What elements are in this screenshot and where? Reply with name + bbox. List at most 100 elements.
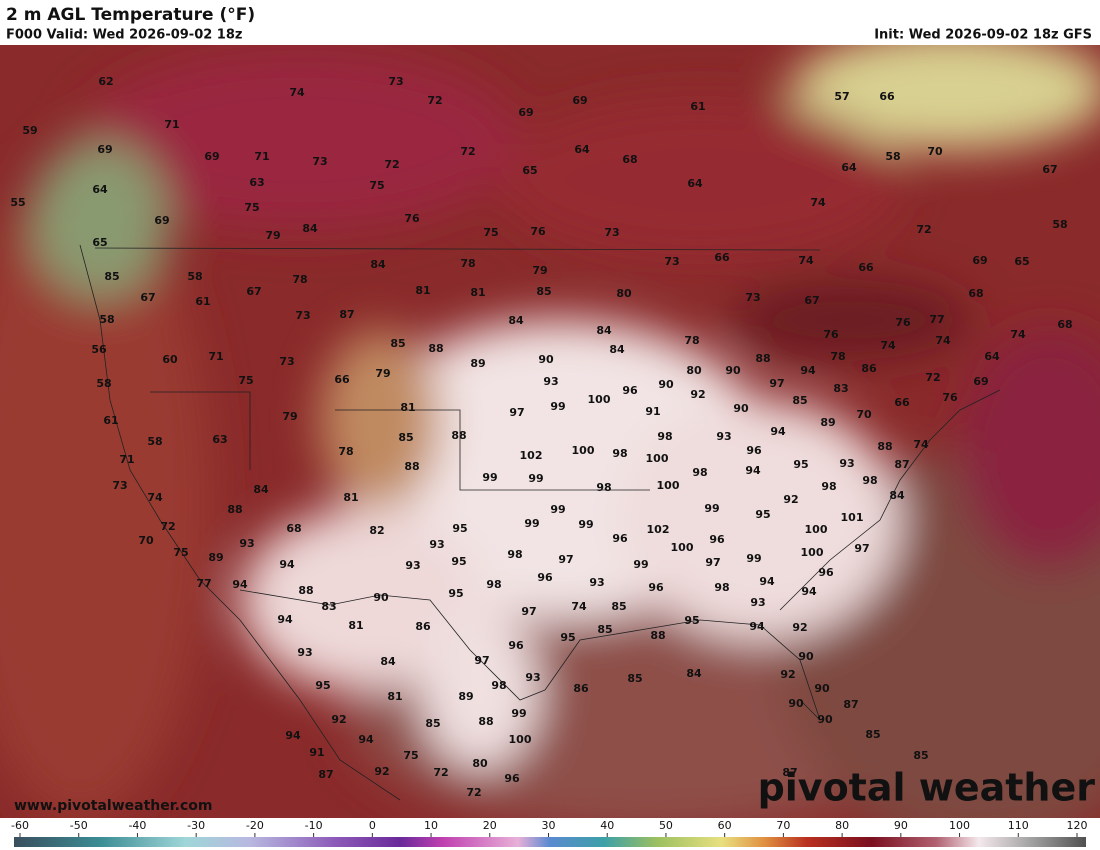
temperature-label: 62 xyxy=(98,75,113,88)
temperature-label: 69 xyxy=(572,94,587,107)
temperature-label: 88 xyxy=(298,584,313,597)
colorbar-tick-label: 0 xyxy=(369,819,376,832)
temperature-label: 72 xyxy=(427,94,442,107)
temperature-label: 68 xyxy=(286,522,301,535)
border-line xyxy=(94,247,821,701)
temperature-label: 96 xyxy=(612,532,628,545)
temperature-label: 78 xyxy=(830,350,845,363)
temperature-label: 63 xyxy=(249,176,264,189)
temperature-label: 92 xyxy=(331,713,346,726)
temperature-label: 70 xyxy=(927,145,943,158)
temperature-label: 73 xyxy=(745,291,760,304)
temperature-label: 66 xyxy=(334,373,350,386)
temperature-label: 74 xyxy=(571,600,587,613)
temperature-label: 93 xyxy=(839,457,854,470)
temperature-label: 57 xyxy=(834,90,849,103)
temperature-label: 95 xyxy=(755,508,770,521)
temperature-label: 84 xyxy=(508,314,524,327)
temperature-label: 99 xyxy=(550,400,565,413)
temperature-label: 66 xyxy=(858,261,874,274)
temperature-label: 90 xyxy=(373,591,389,604)
temperature-label: 88 xyxy=(451,429,466,442)
temperature-label: 97 xyxy=(769,377,784,390)
temperature-label: 96 xyxy=(709,533,725,546)
temperature-label: 97 xyxy=(705,556,720,569)
temperature-label: 99 xyxy=(746,552,761,565)
temperature-label: 77 xyxy=(929,313,944,326)
temperature-label: 64 xyxy=(574,143,590,156)
temperature-label: 73 xyxy=(604,226,619,239)
temperature-label: 100 xyxy=(657,479,680,492)
temperature-label: 89 xyxy=(458,690,473,703)
website: www.pivotalweather.com xyxy=(14,798,213,814)
temperature-label: 84 xyxy=(686,667,702,680)
colorbar-tick-label: 90 xyxy=(894,819,908,832)
colorbar-tick-label: 40 xyxy=(600,819,614,832)
temperature-label: 90 xyxy=(798,650,814,663)
coastline xyxy=(79,244,1001,801)
temperature-label: 73 xyxy=(112,479,127,492)
init-time: Init: Wed 2026-09-02 18z GFS xyxy=(874,28,1092,43)
temperature-label: 84 xyxy=(253,483,269,496)
temperature-label: 86 xyxy=(415,620,431,633)
temperature-label: 75 xyxy=(238,374,253,387)
temperature-label: 92 xyxy=(780,668,795,681)
temperature-label: 67 xyxy=(804,294,819,307)
temperature-label: 72 xyxy=(433,766,448,779)
temperature-label: 74 xyxy=(810,196,826,209)
temperature-label: 72 xyxy=(925,371,940,384)
temperature-label: 94 xyxy=(759,575,775,588)
colorbar-tick-label: 70 xyxy=(776,819,790,832)
temperature-label: 80 xyxy=(616,287,632,300)
temperature-label: 64 xyxy=(841,161,857,174)
colorbar-tick-label: 100 xyxy=(949,819,970,832)
temperature-label: 90 xyxy=(733,402,749,415)
temperature-label: 76 xyxy=(895,316,911,329)
temperature-label: 84 xyxy=(370,258,386,271)
temperature-label: 73 xyxy=(312,155,327,168)
temperature-label: 81 xyxy=(415,284,430,297)
temperature-label: 81 xyxy=(343,491,358,504)
temperature-label: 71 xyxy=(254,150,269,163)
temperature-label: 88 xyxy=(404,460,419,473)
temperature-label: 93 xyxy=(543,375,558,388)
temperature-label: 85 xyxy=(425,717,440,730)
temperature-label: 84 xyxy=(380,655,396,668)
temperature-label: 82 xyxy=(369,524,384,537)
temperature-label: 67 xyxy=(140,291,155,304)
temperature-label: 73 xyxy=(279,355,294,368)
temperature-label: 70 xyxy=(138,534,154,547)
temperature-label: 91 xyxy=(309,746,324,759)
temperature-label: 92 xyxy=(690,388,705,401)
colorbar-tick-label: 50 xyxy=(659,819,673,832)
temperature-label: 102 xyxy=(647,523,670,536)
temperature-label: 92 xyxy=(792,621,807,634)
temperature-label: 99 xyxy=(524,517,539,530)
temperature-label: 84 xyxy=(596,324,612,337)
temperature-label: 99 xyxy=(633,558,648,571)
temperature-label: 74 xyxy=(798,254,814,267)
temperature-label: 69 xyxy=(97,143,112,156)
valid-time: F000 Valid: Wed 2026-09-02 18z xyxy=(6,28,242,43)
temperature-label: 78 xyxy=(460,257,475,270)
temperature-label: 85 xyxy=(398,431,413,444)
temperature-label: 76 xyxy=(942,391,958,404)
temperature-label: 64 xyxy=(984,350,1000,363)
temperature-label: 78 xyxy=(292,273,307,286)
temperature-label: 100 xyxy=(509,733,532,746)
temperature-label: 85 xyxy=(597,623,612,636)
temperature-label: 100 xyxy=(671,541,694,554)
colorbar-tick-label: 10 xyxy=(424,819,438,832)
temperature-label: 98 xyxy=(821,480,836,493)
temperature-label: 81 xyxy=(348,619,363,632)
temperature-label: 71 xyxy=(119,453,134,466)
temperature-label: 88 xyxy=(755,352,770,365)
temperature-label: 85 xyxy=(792,394,807,407)
temperature-label: 85 xyxy=(627,672,642,685)
temperature-label: 92 xyxy=(783,493,798,506)
temperature-label: 79 xyxy=(282,410,297,423)
temperature-label: 81 xyxy=(470,286,485,299)
temperature-label: 91 xyxy=(645,405,660,418)
temperature-label: 85 xyxy=(611,600,626,613)
